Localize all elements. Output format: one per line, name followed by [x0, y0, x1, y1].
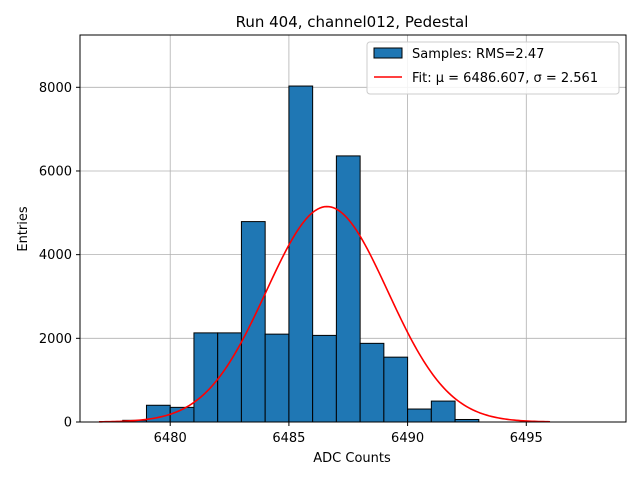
chart-title: Run 404, channel012, Pedestal: [236, 13, 469, 31]
histogram-bar: [193, 332, 219, 423]
y-tick-label: 4000: [39, 248, 72, 263]
histogram-bar: [407, 408, 432, 423]
histogram-bar: [217, 332, 242, 423]
histogram-bar: [264, 333, 290, 423]
x-tick-label: 6480: [154, 431, 187, 446]
legend-samples-label: Samples: RMS=2.47: [412, 47, 544, 62]
histogram-bar: [240, 221, 266, 423]
y-tick-label: 0: [64, 416, 72, 431]
gaussian-fit-curve: [98, 205, 551, 423]
histogram-bars: [122, 85, 480, 423]
y-tick-label: 2000: [39, 332, 72, 347]
x-tick-label: 6495: [510, 431, 543, 446]
histogram-bar: [359, 342, 385, 423]
x-tick-label: 6490: [391, 431, 424, 446]
y-tick-label: 8000: [39, 81, 72, 96]
histogram-bar: [288, 85, 314, 423]
legend-box: [366, 41, 620, 95]
y-axis-ticks: 0 2000 4000 6000 8000: [39, 81, 80, 431]
plot-frame: [79, 34, 627, 423]
x-tick-label: 6485: [272, 431, 305, 446]
x-axis-label: ADC Counts: [313, 451, 391, 466]
y-tick-label: 6000: [39, 164, 72, 179]
histogram-bar: [383, 356, 409, 423]
y-axis-label: Entries: [16, 206, 31, 252]
legend-samples-swatch: [373, 47, 403, 59]
histogram-bar: [312, 334, 337, 423]
legend-fit-label: Fit: μ = 6486.607, σ = 2.561: [412, 71, 598, 86]
x-axis-ticks: 6480 6485 6490 6495: [154, 422, 543, 446]
histogram-bar: [430, 400, 456, 423]
legend: Samples: RMS=2.47 Fit: μ = 6486.607, σ =…: [366, 41, 620, 95]
histogram-bar: [335, 155, 361, 423]
